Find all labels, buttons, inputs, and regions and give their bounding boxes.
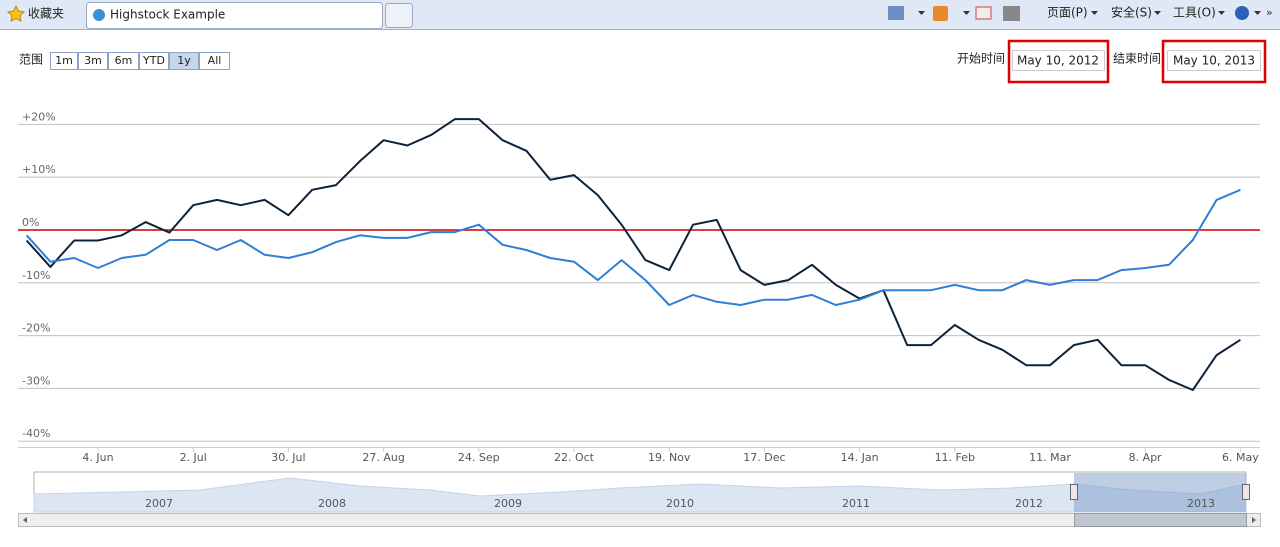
range-button-label[interactable]: 3m [84,54,102,67]
tab-title[interactable]: Highstock Example [110,8,225,22]
x-tick-label: 19. Nov [648,451,691,464]
y-tick-label: -30% [22,374,50,387]
navigator-year: 2009 [494,497,522,510]
range-button[interactable] [108,52,139,70]
range-button-label[interactable]: YTD [142,54,165,67]
to-date[interactable]: May 10, 2013 [1173,54,1255,68]
scrollbar-thumb[interactable] [1074,513,1247,527]
x-tick-label: 24. Sep [458,451,500,464]
plot: -40% -30% -20% -10% 0% +10% +20% 4. Jun 2. Jul 30… [18,110,1260,464]
from-date[interactable]: May 10, 2012 [1017,54,1099,68]
x-tick-label: 8. Apr [1129,451,1162,464]
from-label: 开始时间 [957,52,1005,66]
navigator-year: 2012 [1015,497,1043,510]
mail-icon[interactable] [975,6,992,20]
x-tick-label: 11. Mar [1029,451,1071,464]
print-icon[interactable] [1003,6,1020,21]
range-button-label[interactable]: 1y [177,54,191,67]
menu-tools[interactable]: 工具(O) [1173,6,1216,20]
menu-safety[interactable]: 安全(S) [1111,5,1152,20]
range-button[interactable] [199,52,230,70]
to-label: 结束时间 [1113,52,1161,66]
y-tick-label: -20% [22,322,50,335]
x-tick-label: 2. Jul [180,451,207,464]
range-button-label[interactable]: 6m [115,54,133,67]
series-line [25,118,1241,391]
highlight-box [1007,39,1110,84]
range-button[interactable] [50,52,78,70]
range-button[interactable] [169,52,199,70]
menu-page[interactable]: 页面(P) [1047,6,1088,20]
x-tick-label: 4. Jun [82,451,113,464]
range-buttons: 1m 3m 6m YTD 1y All [50,52,230,70]
navigator-handle[interactable] [1242,484,1250,500]
navigator-handle[interactable] [1070,484,1078,500]
tab[interactable] [86,2,383,29]
x-tick-label: 11. Feb [935,451,975,464]
x-tick-label: 22. Oct [554,451,595,464]
series-line [25,188,1241,306]
x-tick-label: 30. Jul [271,451,305,464]
ie-icon [93,9,105,21]
range-button[interactable] [139,52,169,70]
x-tick-label: 14. Jan [841,451,879,464]
navigator-mask[interactable] [1074,473,1246,512]
x-tick-label: 17. Dec [743,451,785,464]
range-button[interactable] [78,52,108,70]
navigator-years: 2007 2008 2009 2010 2011 2012 2013 [145,497,1215,510]
favorites-icon[interactable] [6,4,26,23]
range-button-label[interactable]: All [208,54,222,67]
y-tick-label: +10% [22,163,56,176]
range-label: 范围 [19,53,43,67]
y-tick-label: -40% [22,427,50,440]
new-tab[interactable] [385,3,413,28]
favorites[interactable]: 收藏夹 [28,7,64,21]
help-icon[interactable] [1235,6,1249,20]
to-input[interactable] [1167,50,1261,71]
home-icon[interactable] [888,6,904,20]
chevron[interactable]: » [1266,6,1273,19]
x-tick-label: 27. Aug [362,451,404,464]
navigator-year: 2007 [145,497,173,510]
y-tick-label: 0% [22,216,39,229]
y-tick-label: +20% [22,110,56,123]
navigator-year: 2008 [318,497,346,510]
range-button-label[interactable]: 1m [55,54,73,67]
navigator-year: 2011 [842,497,870,510]
navigator-year: 2010 [666,497,694,510]
scrollbar[interactable] [18,513,1261,527]
feed-icon[interactable] [933,6,948,21]
from-input[interactable] [1012,50,1105,71]
y-tick-label: -10% [22,269,50,282]
x-tick-label: 6. May [1222,451,1259,464]
navigator-year: 2013 [1187,497,1215,510]
highlight-box [1161,39,1267,84]
